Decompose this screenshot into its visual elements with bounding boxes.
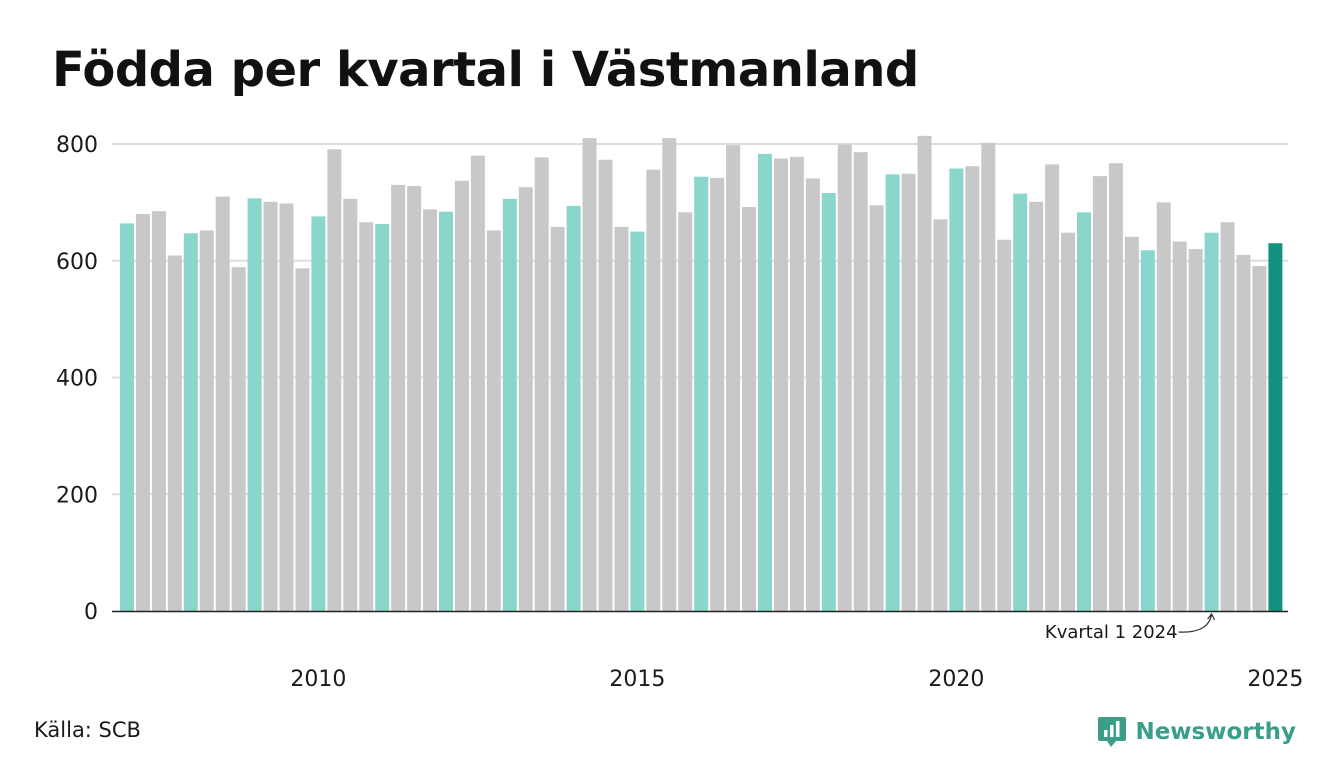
x-tick-label: 2015 <box>609 667 665 692</box>
bar <box>1092 176 1107 611</box>
bar <box>1252 266 1267 611</box>
bar <box>694 176 709 611</box>
newsworthy-logo-icon <box>1098 717 1127 747</box>
bar <box>1045 164 1060 611</box>
bar <box>821 193 836 611</box>
bar <box>614 226 629 611</box>
bar <box>582 138 597 611</box>
bar <box>678 212 693 611</box>
y-tick-label: 600 <box>56 250 98 275</box>
bar <box>1220 222 1235 611</box>
bar <box>949 168 964 611</box>
bar <box>933 219 948 611</box>
bar <box>151 211 166 611</box>
brand-logo: Newsworthy <box>1097 712 1296 752</box>
bar <box>630 231 645 611</box>
bar <box>167 255 182 611</box>
bar <box>247 198 262 611</box>
x-tick-label: 2020 <box>928 667 984 692</box>
bar <box>1013 193 1028 611</box>
bar <box>981 142 996 611</box>
bars <box>120 135 1283 612</box>
bar <box>997 239 1012 612</box>
bar <box>1108 163 1123 612</box>
bar <box>359 222 374 611</box>
bar <box>789 156 804 611</box>
bar <box>534 157 549 611</box>
bar <box>263 201 278 611</box>
bar <box>742 207 757 612</box>
bar <box>758 153 772 611</box>
bar <box>1172 241 1187 611</box>
bar <box>885 174 900 612</box>
bar <box>135 214 150 612</box>
bar <box>598 159 613 612</box>
bar-chart: 0 200 400 600 800 2010 2015 2020 2025 Kvartal 1… <box>56 133 1303 692</box>
bar <box>566 205 581 611</box>
bar <box>470 155 485 612</box>
bar <box>853 152 868 612</box>
annotation: Kvartal 1 2024 <box>1045 612 1216 643</box>
bar <box>407 186 422 611</box>
bar <box>439 211 453 611</box>
bar <box>901 173 916 612</box>
annotation-label: Kvartal 1 2024 <box>1045 622 1178 643</box>
bar <box>343 198 358 611</box>
brand-name: Newsworthy <box>1135 719 1296 745</box>
bar <box>327 149 342 611</box>
bar <box>502 198 517 611</box>
bar <box>550 226 565 611</box>
y-tick-label: 0 <box>84 600 98 625</box>
bar <box>726 145 741 612</box>
bar <box>805 178 820 611</box>
bar <box>662 138 677 611</box>
y-tick-label: 800 <box>56 133 98 158</box>
bar <box>120 223 134 611</box>
bar <box>646 169 661 611</box>
bar <box>837 144 852 612</box>
bar <box>1124 236 1139 611</box>
y-axis-ticks: 0 200 400 600 800 <box>56 133 98 625</box>
bar <box>1029 201 1044 611</box>
bar <box>391 184 406 612</box>
bar <box>231 267 246 611</box>
bar <box>869 205 884 611</box>
bar <box>773 158 788 611</box>
bar <box>710 177 725 612</box>
bar <box>1268 243 1283 612</box>
annotation-arrowhead <box>1207 612 1216 621</box>
bar <box>917 135 932 611</box>
bar <box>1204 232 1219 612</box>
bar <box>486 230 501 611</box>
y-tick-label: 400 <box>56 367 98 392</box>
x-axis-ticks: 2010 2015 2020 2025 <box>290 667 1303 692</box>
bar <box>518 187 533 611</box>
bar <box>375 223 390 611</box>
bar <box>1061 232 1076 612</box>
bar <box>1077 212 1091 611</box>
annotation-arrow <box>1178 613 1213 633</box>
bar <box>183 233 198 611</box>
x-tick-label: 2010 <box>290 667 346 692</box>
x-tick-label: 2025 <box>1247 667 1303 692</box>
chart-title: Födda per kvartal i Västmanland <box>52 42 919 98</box>
bar <box>279 203 294 612</box>
source-label: Källa: SCB <box>34 718 141 742</box>
bar <box>295 268 310 611</box>
y-tick-label: 200 <box>56 483 98 508</box>
bar <box>215 196 230 611</box>
bar <box>199 230 214 611</box>
bar <box>1188 249 1203 611</box>
bar <box>1236 254 1251 611</box>
bar <box>311 216 326 611</box>
bar <box>454 180 469 611</box>
bar <box>1156 202 1171 611</box>
bar <box>965 166 980 611</box>
bar <box>1140 250 1155 611</box>
bar <box>423 209 438 611</box>
